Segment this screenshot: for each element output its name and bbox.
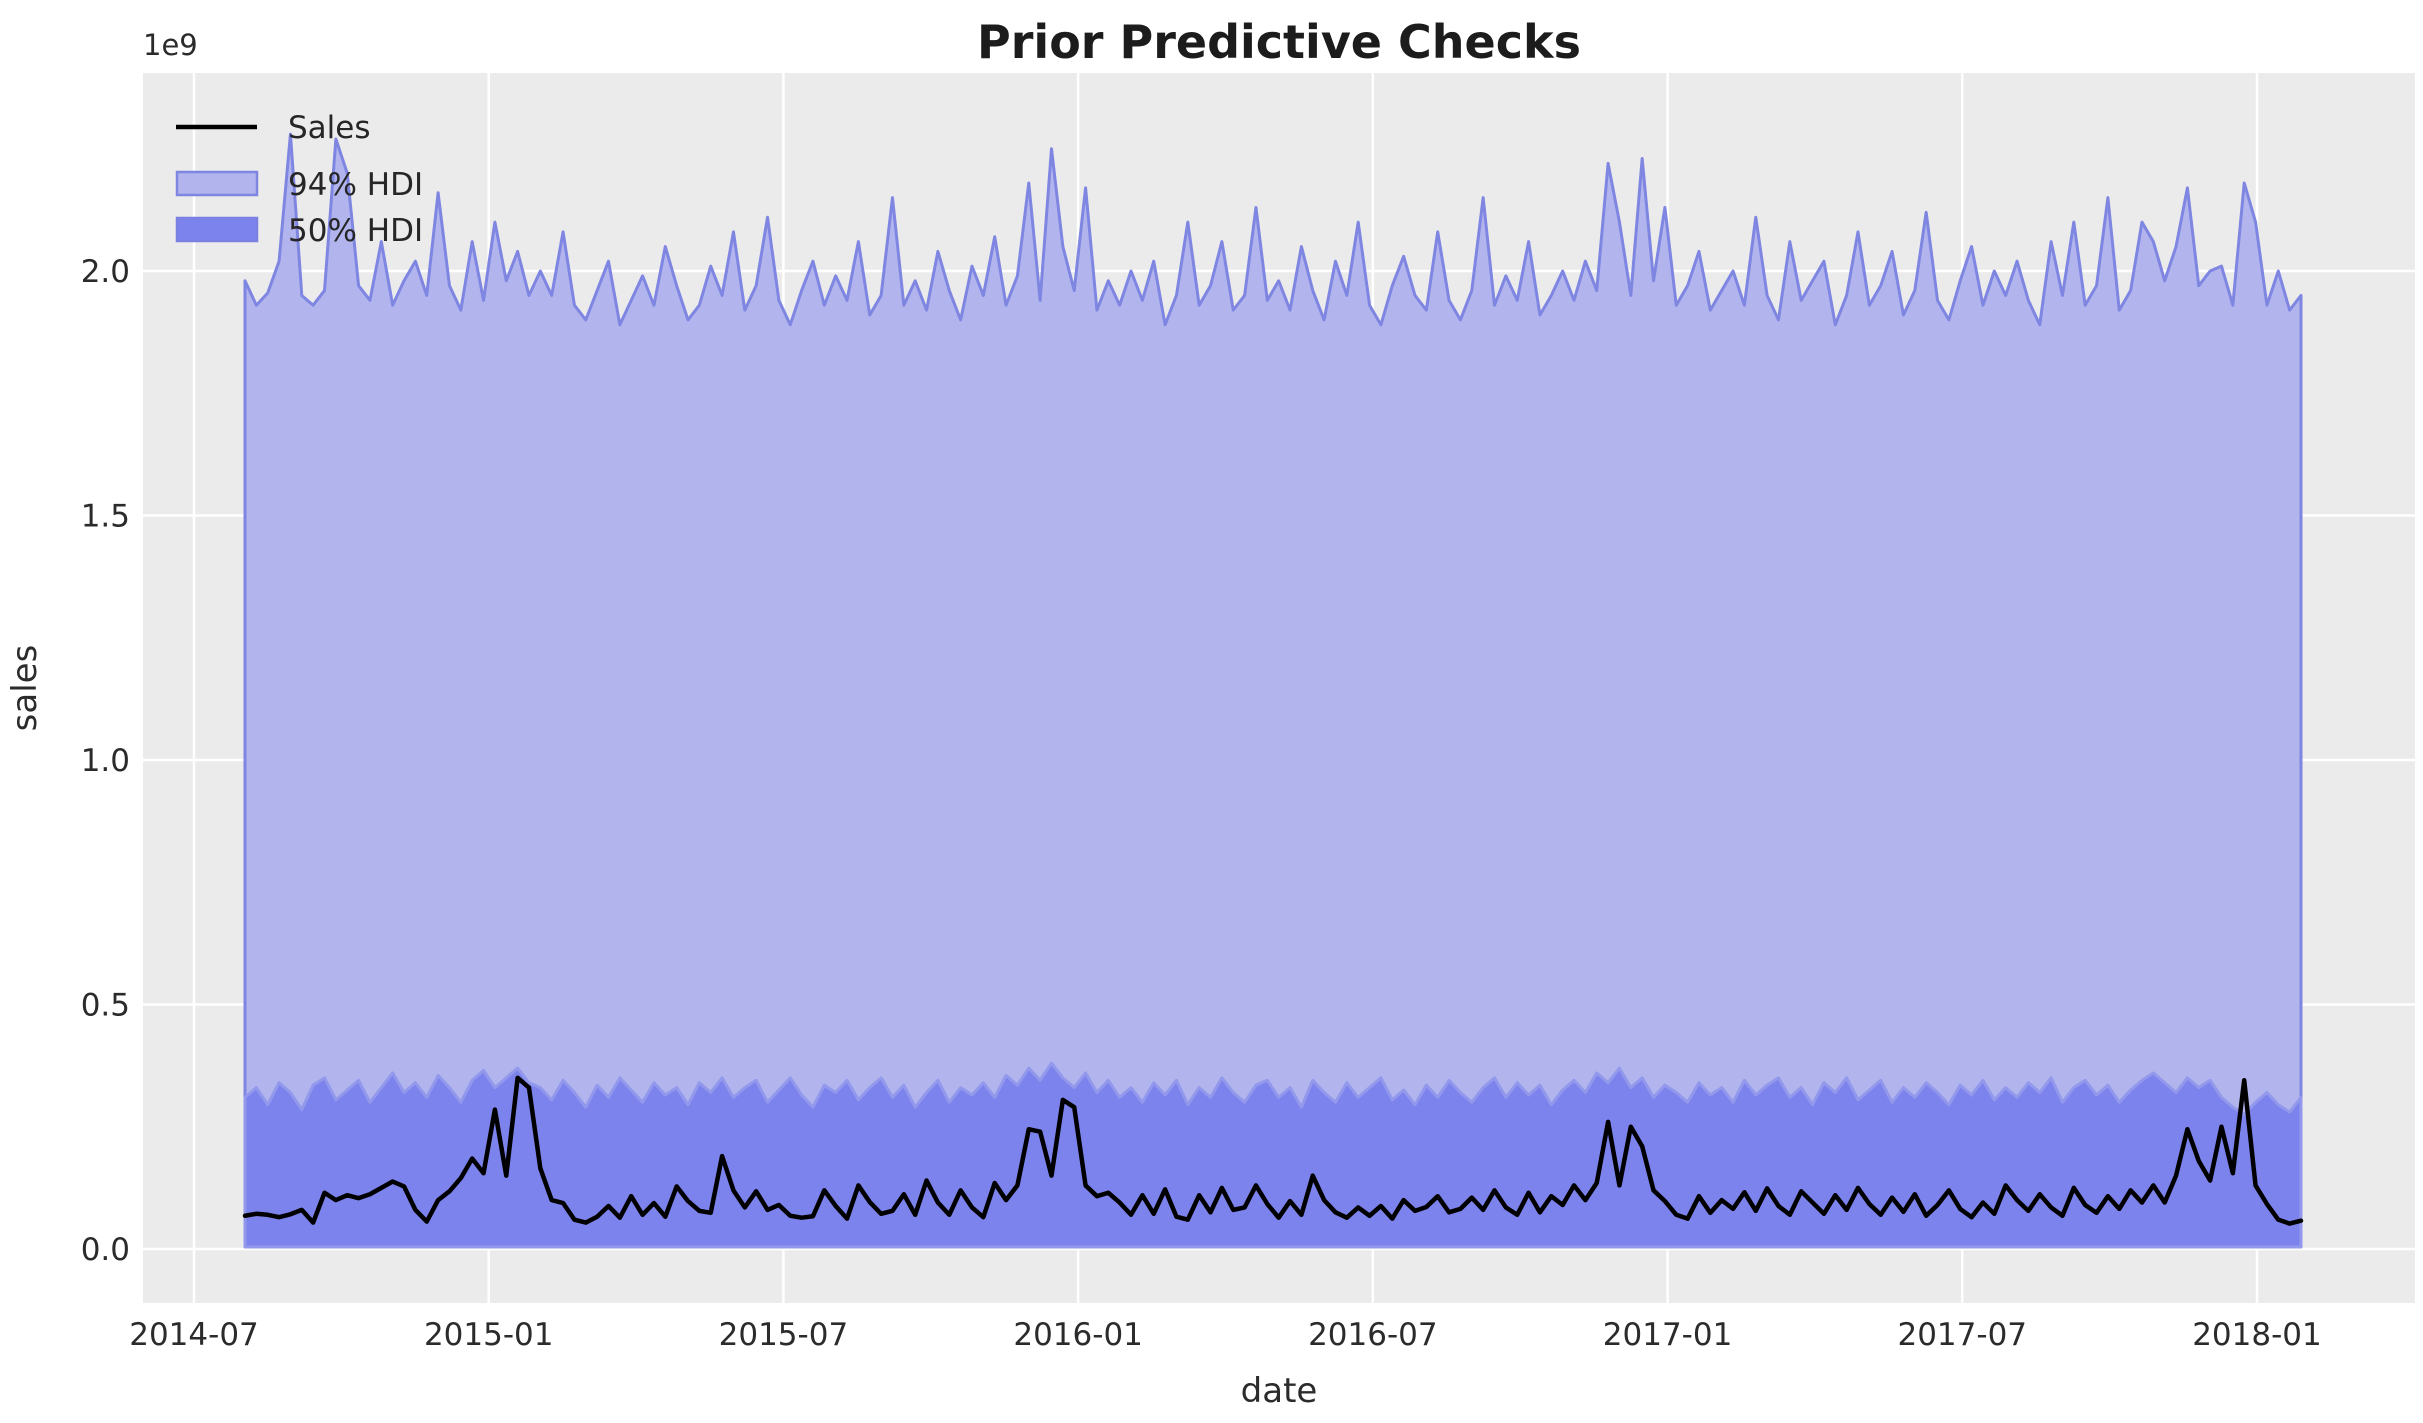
x-axis-label: date [1241, 1371, 1318, 1411]
y-offset-label: 1e9 [143, 28, 198, 62]
y-tick-labels: 0.0 0.5 1.0 1.5 2.0 [81, 254, 130, 1268]
x-tick-label: 2017-07 [1897, 1317, 2027, 1353]
x-tick-label: 2017-01 [1603, 1317, 1733, 1353]
y-tick-label: 0.0 [81, 1232, 130, 1268]
legend-swatch-94hdi [175, 170, 259, 197]
legend-label-sales: Sales [288, 110, 371, 146]
line-sales [242, 1075, 2304, 1226]
y-axis-label: sales [5, 645, 45, 732]
legend-swatch-50hdi [175, 216, 259, 243]
legend-label-50hdi: 50% HDI [288, 213, 423, 249]
x-tick-labels: 2014-07 2015-01 2015-07 2016-01 2016-07 2017-… [129, 1317, 2322, 1353]
plot-series [242, 132, 2304, 1249]
legend: Sales 94% HDI 50% HDI [175, 110, 423, 249]
y-tick-label: 2.0 [81, 254, 130, 290]
band-94-hdi [243, 132, 2303, 1246]
y-tick-label: 1.5 [81, 499, 130, 535]
legend-item-sales: Sales [176, 110, 371, 146]
y-tick-label: 0.5 [81, 988, 130, 1024]
x-tick-label: 2018-01 [2192, 1317, 2322, 1353]
legend-item-94hdi: 94% HDI [175, 167, 423, 203]
legend-item-50hdi: 50% HDI [175, 213, 423, 249]
x-tick-label: 2014-07 [129, 1317, 259, 1353]
x-tick-label: 2015-07 [719, 1317, 849, 1353]
legend-label-94hdi: 94% HDI [288, 167, 423, 203]
chart-title: Prior Predictive Checks [977, 15, 1581, 69]
band-50-hdi [243, 1061, 2303, 1249]
x-tick-label: 2015-01 [424, 1317, 554, 1353]
x-tick-label: 2016-07 [1308, 1317, 1438, 1353]
y-tick-label: 1.0 [81, 743, 130, 779]
x-tick-label: 2016-01 [1013, 1317, 1143, 1353]
